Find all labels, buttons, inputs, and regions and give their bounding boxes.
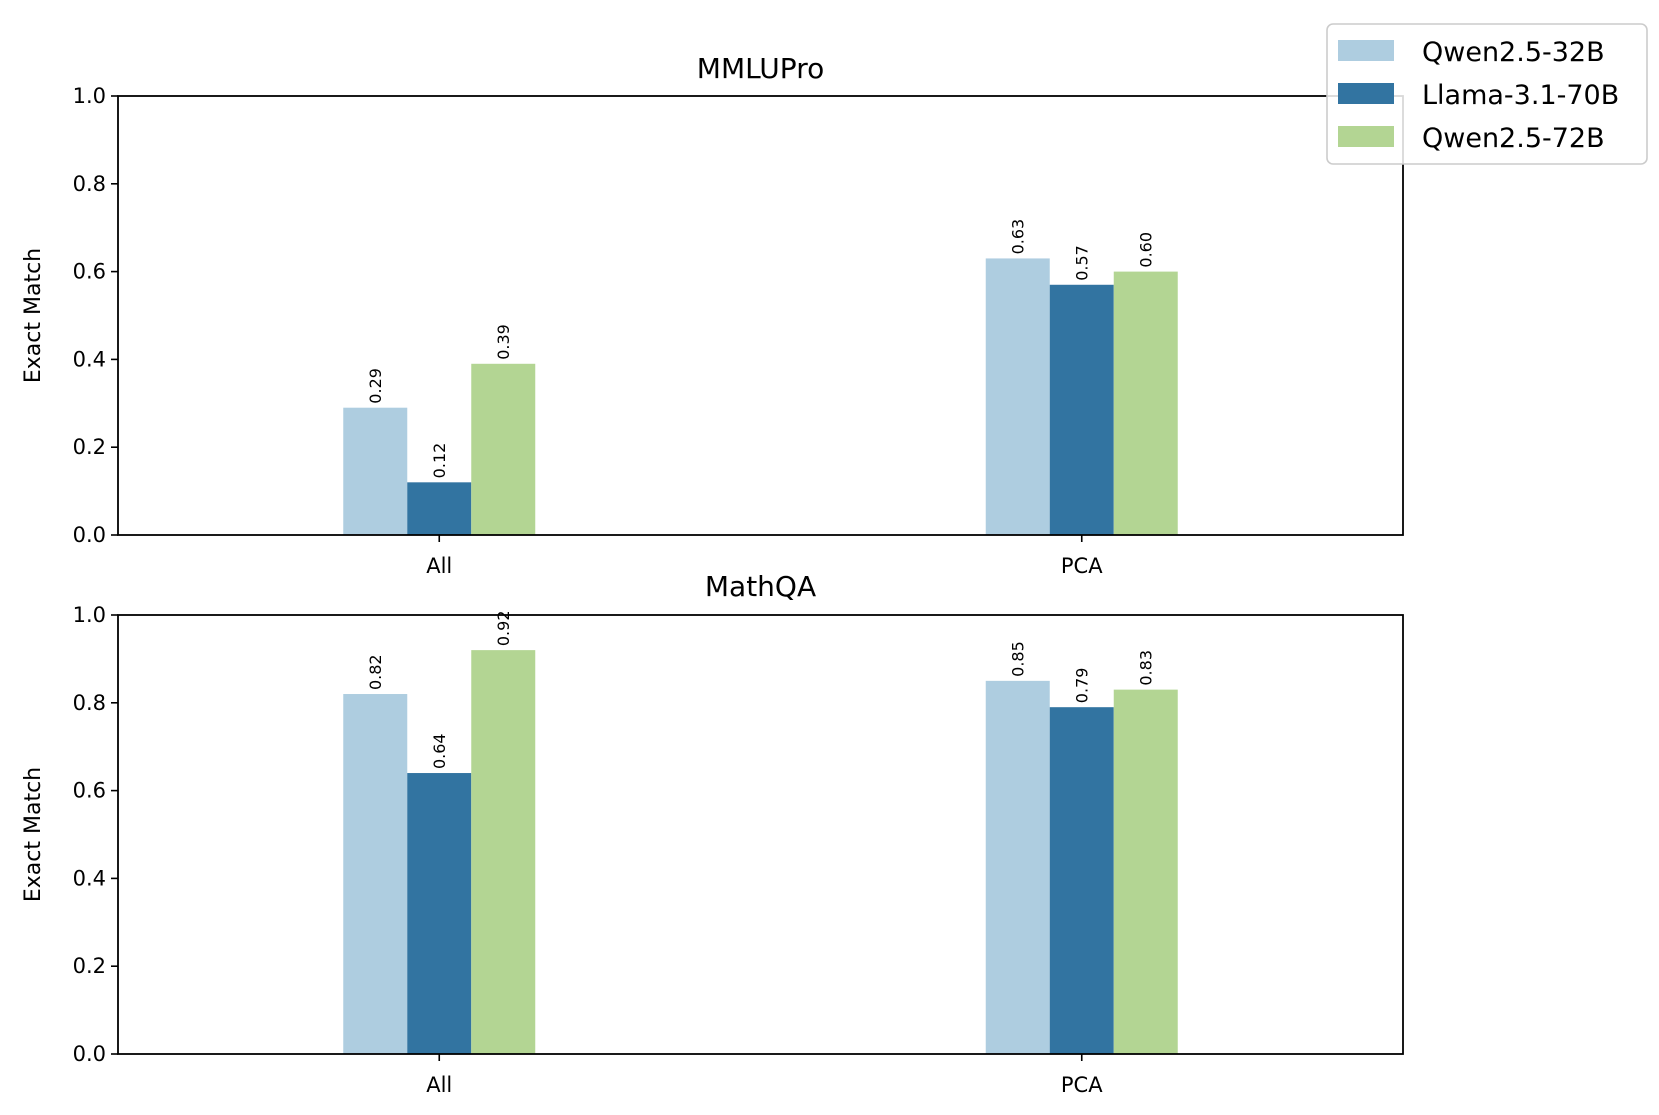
y-tick-label: 0.6 <box>73 260 106 284</box>
axes-frame <box>117 614 1404 1055</box>
bar-value-label: 0.12 <box>430 443 449 479</box>
y-tick-label: 0.8 <box>73 172 106 196</box>
chart-panel-mmlupro: MMLUPro Exact Match 0.0 0.2 0.4 0.6 0.8 1.0 0.29… <box>21 52 1404 578</box>
y-tick-label: 0.4 <box>73 347 106 371</box>
y-tick-label: 1.0 <box>73 84 106 108</box>
bar-value-label: 0.83 <box>1137 650 1156 686</box>
bar-value-label: 0.39 <box>494 324 513 360</box>
y-axis-label: Exact Match <box>21 767 46 902</box>
panels: MMLUPro Exact Match 0.0 0.2 0.4 0.6 0.8 1.0 0.29… <box>21 52 1404 1097</box>
y-axis-label: Exact Match <box>21 248 46 383</box>
y-tick-label: 0.2 <box>73 954 106 978</box>
chart-panel-mathqa: MathQA Exact Match 0.0 0.2 0.4 0.6 0.8 1.0 0.82 0… <box>21 570 1404 1097</box>
bar-value-label: 0.60 <box>1137 232 1156 268</box>
x-tick-label: All <box>426 1073 452 1097</box>
legend-swatch <box>1338 40 1394 61</box>
x-tick-label: All <box>426 554 452 578</box>
bar-qwen2-5-32b-all <box>343 694 408 1054</box>
bar-qwen2-5-32b-pca <box>985 680 1050 1054</box>
legend: Qwen2.5-32B Llama-3.1-70B Qwen2.5-72B <box>1326 23 1648 165</box>
bar-qwen2-5-32b-all <box>343 407 408 535</box>
bar-value-label: 0.82 <box>366 654 385 690</box>
bar-qwen2-5-72b-all <box>471 363 536 535</box>
bar-value-label: 0.64 <box>430 733 449 769</box>
legend-label: Qwen2.5-72B <box>1422 123 1605 154</box>
y-tick-label: 0.2 <box>73 435 106 459</box>
y-tick-label: 0.4 <box>73 866 106 890</box>
bar-llama-3-1-70b-all <box>407 482 472 535</box>
bar-qwen2-5-32b-pca <box>985 258 1050 535</box>
x-tick-label: PCA <box>1061 554 1103 578</box>
bar-llama-3-1-70b-pca <box>1049 707 1114 1054</box>
y-tick-label: 0.0 <box>73 523 106 547</box>
bar-qwen2-5-72b-pca <box>1113 689 1178 1054</box>
y-tick-label: 0.6 <box>73 779 106 803</box>
bar-qwen2-5-72b-all <box>471 650 536 1054</box>
chart-title: MMLUPro <box>697 52 824 85</box>
bar-value-label: 0.29 <box>366 368 385 404</box>
bar-value-label: 0.79 <box>1073 668 1092 704</box>
x-tick-label: PCA <box>1061 1073 1103 1097</box>
bar-value-label: 0.85 <box>1009 641 1028 677</box>
bar-qwen2-5-72b-pca <box>1113 271 1178 535</box>
bar-value-label: 0.63 <box>1009 219 1028 255</box>
chart-title: MathQA <box>705 570 816 603</box>
legend-label: Qwen2.5-32B <box>1422 37 1605 68</box>
legend-box <box>1326 23 1648 165</box>
legend-label: Llama-3.1-70B <box>1422 80 1619 111</box>
legend-swatch <box>1338 83 1394 104</box>
bar-value-label: 0.57 <box>1073 245 1092 281</box>
bar-value-label: 0.92 <box>494 610 513 646</box>
axes-frame <box>117 95 1404 536</box>
bar-llama-3-1-70b-pca <box>1049 284 1114 535</box>
legend-swatch <box>1338 126 1394 147</box>
y-tick-label: 1.0 <box>73 603 106 627</box>
y-tick-label: 0.8 <box>73 691 106 715</box>
legend-item-qwen2-5-72b: Qwen2.5-72B <box>1338 123 1605 154</box>
legend-item-llama-3-1-70b: Llama-3.1-70B <box>1338 80 1619 111</box>
bar-llama-3-1-70b-all <box>407 773 472 1054</box>
y-tick-label: 0.0 <box>73 1042 106 1066</box>
legend-item-qwen2-5-32b: Qwen2.5-32B <box>1338 37 1605 68</box>
